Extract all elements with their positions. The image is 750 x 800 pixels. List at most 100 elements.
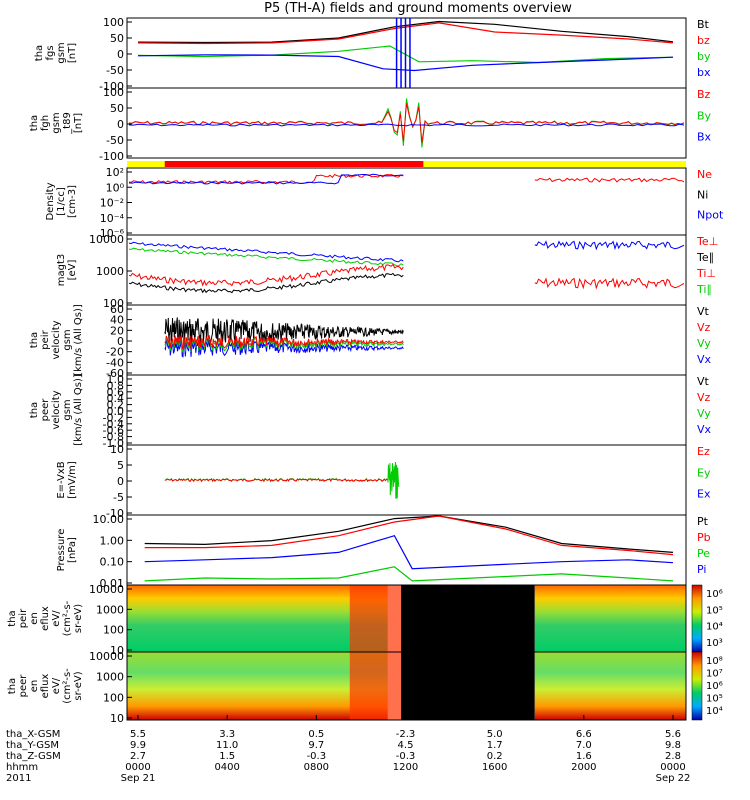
y-tick-label: 10² [106, 166, 124, 179]
velocity-vz-trace [164, 335, 404, 350]
y-axis-label: fgh [40, 115, 51, 131]
y-axis-label: en [29, 680, 40, 693]
y-tick-label: 0.10 [100, 556, 125, 569]
y-axis-label: [km/s (All Qs)] [73, 374, 84, 446]
y-axis-label: _t89 [62, 112, 73, 135]
temp-trace-green [128, 247, 404, 267]
y-tick-label: -0.2 [103, 411, 124, 424]
y-tick-label: -20 [106, 346, 124, 359]
y-tick-label: -1.0 [103, 437, 124, 450]
velocity-vt-trace [164, 317, 404, 349]
plot-title: P5 (TH-A) fields and ground moments over… [264, 1, 572, 16]
ephemeris-value: 1.5 [219, 751, 235, 762]
y-tick-label: -100 [99, 150, 124, 163]
ephemeris-value: 0000 [125, 762, 150, 773]
y-axis-label: eflux [40, 606, 51, 631]
ephemeris-value: 5.0 [487, 729, 503, 740]
spectrogram-gap [401, 652, 535, 720]
colorbar-label: 10⁵ [706, 605, 723, 616]
legend-entry-Ez: Ez [697, 445, 710, 458]
y-axis-label: [km/s (All Qs)] [73, 304, 84, 376]
y-axis-label: fgs [45, 45, 56, 60]
ephemeris-value: 7.0 [576, 740, 592, 751]
ephemeris-label: tha_X-GSM [6, 729, 60, 740]
legend-entry-Vy: Vy [697, 407, 711, 420]
ephemeris-value: -0.3 [307, 751, 327, 762]
y-tick-label: 100 [103, 691, 124, 704]
y-axis-label: magt3 [56, 254, 67, 287]
panel-efield: 10 5 0 -5 -10 E=-VxB [mV/m] Ez Ey Ex [56, 443, 711, 520]
y-axis-label: sr-eV) [73, 604, 84, 633]
y-tick-label: 100 [103, 297, 124, 310]
y-tick-label: -0.8 [103, 431, 124, 444]
legend-entry-Vt: Vt [697, 375, 710, 388]
y-axis-label: tha [34, 45, 45, 61]
spectrogram-right [534, 652, 686, 720]
ephemeris-label: hhmm [6, 762, 38, 773]
legend-entry-bx: bx [697, 66, 711, 79]
series-Pe [144, 566, 674, 582]
y-tick-label: -100 [99, 80, 124, 93]
y-axis-label: eV/ [51, 677, 62, 694]
y-axis-label: [mV/m] [67, 461, 78, 499]
y-tick-label: 1000 [96, 671, 124, 684]
y-axis-label: [cm-3] [67, 185, 78, 218]
series-Bt [137, 20, 674, 44]
series-bx [137, 54, 674, 72]
legend-entry-Te⊥: Te⊥ [696, 235, 718, 248]
legend-entry-Bz: Bz [697, 88, 711, 101]
date-year: 2011 [6, 773, 31, 784]
ephemeris-value: 0.2 [487, 751, 503, 762]
y-axis-label: gsm [51, 112, 62, 133]
y-tick-label: 10 [110, 443, 124, 456]
legend-entry-Bx: Bx [697, 131, 712, 144]
mode-bar-red [164, 161, 424, 167]
y-axis-label: tha [7, 678, 18, 694]
y-axis-label: sr-eV) [73, 671, 84, 700]
y-axis-label: velocity [51, 390, 62, 429]
legend-entry-By: By [697, 109, 712, 122]
legend-entry-Pe: Pe [697, 547, 710, 560]
y-axis-label: peir [18, 608, 29, 628]
y-tick-label: 0.4 [107, 392, 125, 405]
y-axis-label: Density [45, 182, 56, 220]
ephemeris-value: 1600 [482, 762, 507, 773]
legend-entry-Bt: Bt [697, 18, 710, 31]
colorbar-label: 10⁷ [706, 669, 723, 680]
ephemeris-value: 0800 [304, 762, 329, 773]
y-axis-label: E=-VxB [56, 461, 67, 498]
y-tick-label: 20 [110, 324, 124, 337]
y-tick-label: 1.0 [107, 373, 125, 386]
temp-trace-blue [128, 241, 404, 263]
legend-entry-Te∥: Te∥ [696, 251, 714, 264]
y-tick-label: 0.2 [107, 399, 125, 412]
y-axis-label: tha [29, 115, 40, 131]
panel-frame [126, 651, 687, 721]
y-tick-label: -50 [106, 64, 124, 77]
date-end: Sep 22 [656, 773, 691, 784]
y-axis-label: gsm [62, 329, 73, 350]
ephemeris-value: 0.5 [308, 729, 324, 740]
series-by [137, 45, 674, 64]
ephemeris-value: 0000 [660, 762, 685, 773]
y-tick-label: 100 [103, 624, 124, 637]
series-Pt [144, 515, 674, 553]
pressure-traces [144, 515, 674, 582]
date-start: Sep 21 [121, 773, 156, 784]
y-tick-label: 1000 [96, 265, 124, 278]
ephemeris-value: 5.5 [130, 729, 146, 740]
colorbar-label: 10³ [706, 638, 723, 649]
legend-entry-Vz: Vz [697, 321, 711, 334]
y-tick-label: 10000 [89, 233, 124, 246]
legend-entry-Pi: Pi [697, 563, 706, 576]
y-axis-label: en [29, 612, 40, 625]
fgh-bx-trace [128, 123, 685, 127]
y-tick-label: 50 [110, 102, 124, 115]
y-tick-label: 0 [117, 48, 124, 61]
panel-frame [126, 167, 687, 236]
y-tick-label: 100 [103, 16, 124, 29]
density-ne-trace-2 [534, 177, 685, 183]
fgh-bz-trace [128, 103, 685, 143]
series-bz [137, 22, 674, 45]
